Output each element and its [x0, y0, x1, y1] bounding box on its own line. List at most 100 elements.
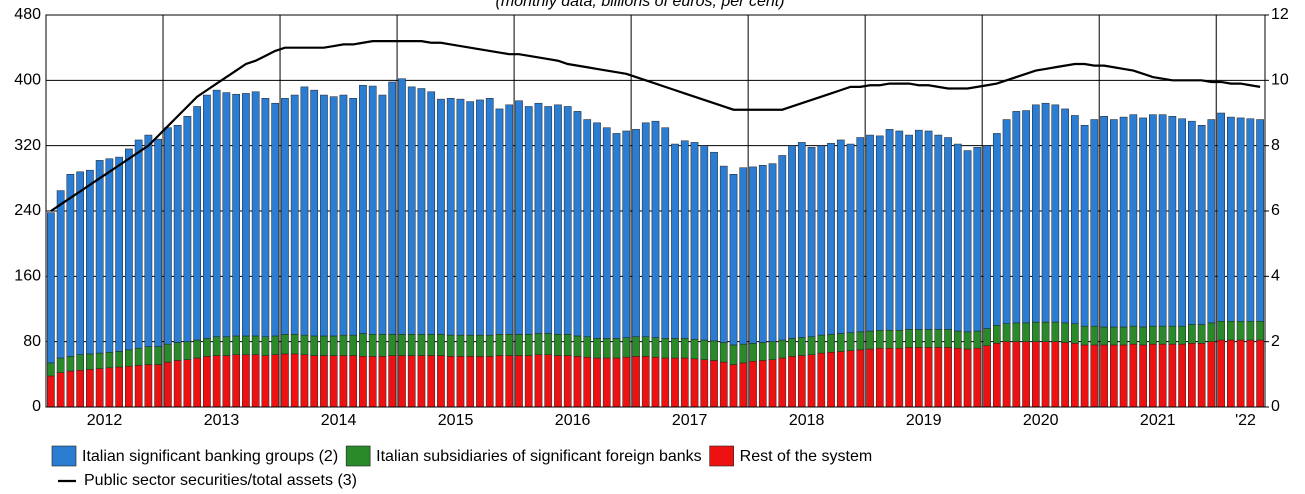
bar-segment	[729, 344, 738, 365]
bar-segment	[95, 352, 104, 369]
bar-segment	[1139, 117, 1147, 328]
bar-segment	[290, 94, 299, 335]
bar-segment	[95, 160, 104, 354]
bar-segment	[1207, 322, 1216, 342]
x-tick-label: 2018	[789, 412, 825, 429]
bar-segment	[466, 356, 475, 408]
bar-segment	[710, 151, 718, 342]
bar-segment	[1080, 125, 1089, 327]
bar-segment	[86, 353, 94, 370]
bar-segment	[924, 329, 933, 348]
bar-segment	[437, 334, 445, 356]
bar-segment	[788, 338, 796, 357]
bar-segment	[1207, 119, 1216, 324]
bar-segment	[583, 356, 592, 408]
y-tick-label: 0	[32, 398, 41, 415]
bar-segment	[992, 133, 1001, 326]
bar-segment	[437, 355, 445, 408]
bar-segment	[339, 94, 348, 336]
y-tick-label: 320	[14, 137, 41, 154]
bar-segment	[1207, 341, 1216, 408]
bar-segment	[778, 357, 787, 408]
bar-segment	[183, 116, 192, 342]
bar-segment	[339, 334, 348, 356]
bar-segment	[905, 329, 913, 348]
bar-segment	[827, 334, 835, 353]
bar-segment	[973, 347, 982, 408]
bar-segment	[641, 336, 650, 357]
bar-segment	[1119, 344, 1128, 408]
bar-segment	[485, 356, 494, 408]
bar-segment	[671, 338, 679, 359]
bar-segment	[125, 349, 133, 367]
bar-segment	[183, 359, 192, 408]
x-tick-label: 2016	[555, 412, 591, 429]
y2-tick-label: 0	[1271, 398, 1280, 415]
x-tick-label: 2013	[204, 412, 240, 429]
bar-segment	[251, 354, 260, 408]
bar-segment	[310, 89, 319, 337]
bar-segment	[300, 354, 309, 408]
bar-segment	[534, 354, 543, 408]
x-tick-label: 2020	[1023, 412, 1059, 429]
bar-segment	[76, 171, 84, 355]
bar-segment	[1178, 118, 1186, 327]
chart-subtitle: (monthly data; billions of euros; per ce…	[495, 0, 784, 10]
bar-segment	[515, 334, 523, 356]
bar-segment	[1149, 343, 1157, 408]
bar-segment	[134, 347, 143, 366]
bar-segment	[1022, 322, 1030, 342]
bar-segment	[534, 102, 543, 334]
y-tick-label: 480	[14, 6, 41, 23]
bar-segment	[807, 354, 816, 408]
bar-segment	[593, 122, 601, 339]
bar-segment	[1197, 343, 1206, 408]
bar-segment	[417, 334, 426, 356]
bar-segment	[56, 357, 65, 373]
bar-segment	[700, 359, 709, 408]
bar-segment	[1109, 119, 1118, 328]
bar-segment	[827, 352, 835, 408]
bar-segment	[1197, 324, 1206, 344]
bar-segment	[973, 330, 982, 349]
bar-segment	[768, 341, 777, 360]
bar-segment	[232, 335, 241, 355]
bar-segment	[710, 360, 718, 408]
bar-segment	[1041, 102, 1050, 323]
bar-segment	[1061, 322, 1069, 343]
bar-segment	[661, 338, 670, 359]
y-tick-label: 240	[14, 202, 41, 219]
bar-segment	[134, 139, 143, 349]
bar-segment	[602, 357, 611, 408]
bar-segment	[1129, 325, 1138, 345]
bar-segment	[1217, 112, 1225, 322]
bar-segment	[1188, 343, 1196, 408]
bar-segment	[885, 329, 894, 349]
bar-segment	[1129, 114, 1138, 327]
bar-segment	[641, 356, 650, 408]
bar-segment	[505, 334, 514, 356]
bar-segment	[505, 104, 514, 335]
bar-segment	[895, 329, 904, 349]
bar-segment	[768, 163, 777, 342]
bar-segment	[476, 334, 484, 357]
bar-segment	[924, 130, 933, 330]
bar-segment	[1100, 116, 1108, 328]
bar-segment	[105, 158, 114, 353]
bar-segment	[758, 360, 767, 408]
bar-segment	[417, 88, 426, 335]
bar-segment	[398, 78, 406, 335]
bar-segment	[1119, 326, 1128, 346]
bar-segment	[359, 333, 367, 357]
y2-tick-label: 12	[1271, 6, 1289, 23]
bar-segment	[1070, 323, 1079, 344]
bar-segment	[934, 347, 943, 408]
bar-segment	[1119, 116, 1128, 328]
bar-segment	[193, 339, 202, 359]
bar-segment	[885, 347, 894, 408]
bar-segment	[1236, 117, 1245, 322]
bar-segment	[905, 134, 913, 330]
bar-segment	[602, 338, 611, 359]
bar-segment	[1236, 321, 1245, 341]
bar-segment	[719, 342, 728, 363]
